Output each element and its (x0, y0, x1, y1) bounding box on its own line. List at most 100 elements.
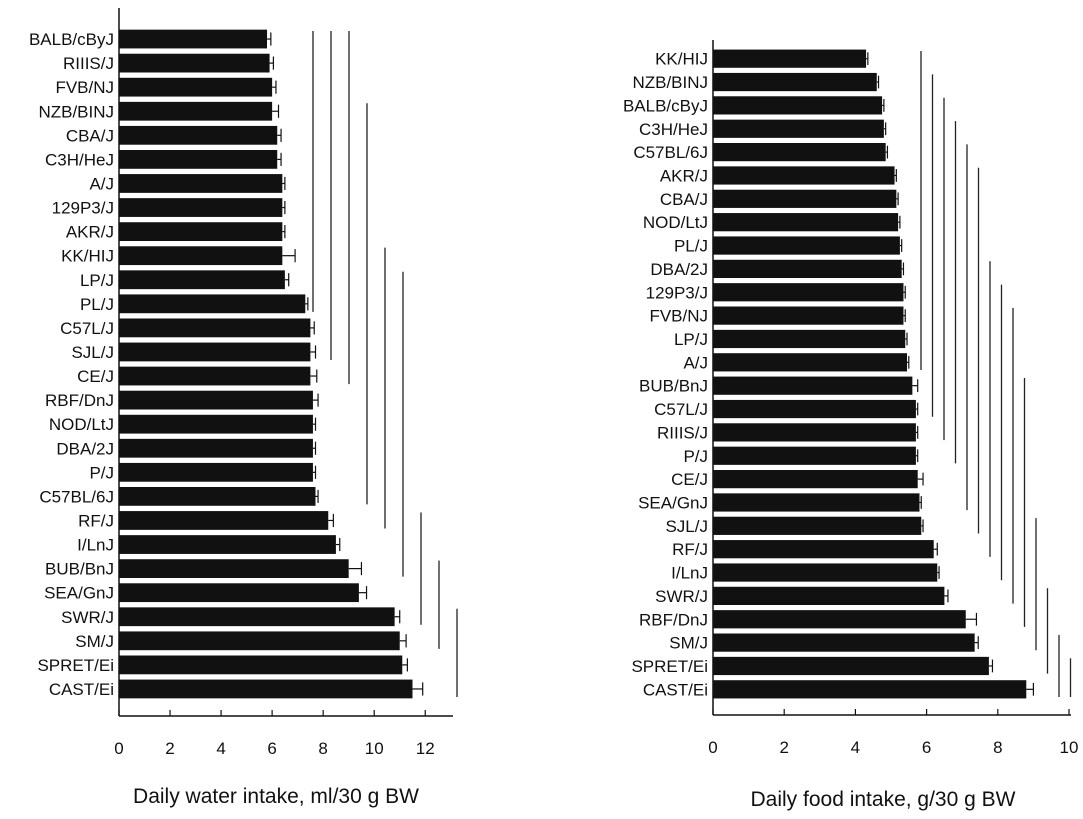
category-label: CAST/Ei (643, 680, 708, 699)
category-label: KK/HIJ (655, 50, 708, 69)
category-label: SPRET/Ei (631, 657, 708, 676)
bar (713, 283, 904, 302)
category-label: KK/HIJ (61, 247, 114, 266)
water-intake-panel: BALB/cByJ RIIIS/J FVB/NJ NZB/BINJ CBA/J C3H/H… (29, 8, 458, 808)
category-label: SWR/J (61, 608, 114, 627)
bar (713, 563, 938, 582)
bar (713, 96, 883, 115)
x-axis-title: Daily food intake, g/30 g BW (751, 788, 1016, 811)
bar (119, 607, 395, 627)
category-label: PL/J (80, 295, 114, 314)
category-label: RIIIS/J (63, 54, 114, 73)
category-label: SEA/GnJ (44, 584, 114, 603)
bar (713, 423, 916, 442)
bar (119, 462, 313, 482)
bar (713, 329, 906, 349)
x-tick-label: 6 (922, 738, 931, 757)
bar (713, 586, 945, 605)
bar (119, 318, 311, 338)
category-label: RF/J (78, 511, 114, 530)
bar (119, 77, 273, 97)
bar (119, 366, 311, 386)
bar (713, 49, 867, 68)
category-label: LP/J (80, 271, 114, 290)
bar (713, 470, 918, 489)
x-tick-label: 2 (779, 738, 788, 757)
category-label: SM/J (75, 632, 114, 651)
category-label: SJL/J (71, 343, 114, 362)
category-label: P/J (89, 463, 114, 482)
bar (119, 438, 313, 458)
category-label: 129P3/J (646, 283, 708, 302)
bar (119, 101, 273, 121)
bar (119, 511, 329, 530)
bar (119, 679, 413, 699)
category-label: BUB/BnJ (639, 377, 708, 396)
category-label: BALB/cByJ (29, 30, 114, 49)
x-tick-label: 0 (114, 739, 123, 758)
bar (119, 631, 400, 651)
bar (713, 656, 989, 676)
category-label: CE/J (671, 470, 708, 489)
x-tick-label: 4 (851, 738, 860, 757)
bar (713, 119, 884, 138)
bar (713, 143, 886, 162)
category-label: I/LnJ (77, 536, 114, 555)
x-tick-label: 2 (165, 739, 174, 758)
category-label: NZB/BINJ (38, 102, 114, 121)
category-label: CE/J (77, 367, 114, 386)
category-label: A/J (89, 174, 114, 193)
category-label: RIIIS/J (657, 423, 708, 442)
bar (713, 189, 897, 208)
bar (119, 414, 313, 434)
category-label: SJL/J (665, 517, 708, 536)
bar (713, 259, 902, 278)
bar (713, 633, 975, 652)
category-label: RBF/DnJ (639, 610, 708, 629)
category-label: DBA/2J (650, 260, 708, 279)
category-label: BALB/cByJ (623, 96, 708, 115)
category-label: SEA/GnJ (638, 493, 708, 512)
bar (119, 655, 403, 675)
category-label: C3H/HeJ (639, 120, 708, 139)
category-label: SPRET/Ei (37, 656, 114, 675)
category-label: NOD/LtJ (49, 415, 114, 434)
bar (119, 125, 278, 145)
bar (713, 493, 920, 512)
food-intake-panel: KK/HIJ NZB/BINJ BALB/cByJ C3H/HeJ C57BL/6J AK… (623, 40, 1079, 811)
bar (119, 270, 285, 290)
category-label: C57BL/6J (633, 143, 708, 162)
category-label: RBF/DnJ (45, 391, 114, 410)
bar (119, 390, 313, 410)
category-label: FVB/NJ (649, 307, 708, 326)
category-label: AKR/J (660, 166, 708, 185)
bar (713, 680, 1027, 699)
x-tick-label: 4 (216, 739, 225, 758)
bar (119, 487, 316, 506)
bar (119, 150, 278, 169)
bar (119, 198, 283, 217)
x-tick-label: 10 (1060, 738, 1079, 757)
bar (119, 29, 268, 49)
bar (713, 376, 913, 395)
bar (119, 246, 283, 266)
category-label: BUB/BnJ (45, 560, 114, 579)
category-label: 129P3/J (52, 199, 114, 218)
bar (713, 446, 916, 465)
category-label: FVB/NJ (55, 78, 114, 97)
category-label: C3H/HeJ (45, 150, 114, 169)
category-label: CAST/Ei (49, 680, 114, 699)
bar (713, 516, 922, 535)
bar (713, 72, 877, 92)
category-label: I/LnJ (671, 564, 708, 583)
bar (119, 559, 349, 578)
x-tick-label: 0 (708, 738, 717, 757)
bar (119, 53, 270, 73)
category-label: P/J (683, 447, 708, 466)
category-label: CBA/J (66, 126, 114, 145)
x-tick-label: 12 (416, 739, 435, 758)
category-label: C57L/J (654, 400, 708, 419)
category-label: AKR/J (66, 223, 114, 242)
bar (713, 399, 916, 419)
bar (119, 174, 283, 193)
